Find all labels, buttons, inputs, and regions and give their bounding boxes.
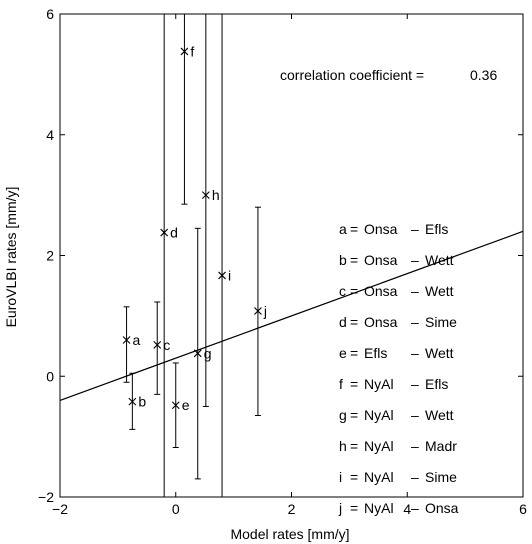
x-tick-label: 0 bbox=[172, 501, 180, 517]
data-point-g bbox=[193, 349, 202, 358]
legend-item-b: b = Onsa – Wett bbox=[339, 252, 454, 268]
correlation-label: correlation coefficient = bbox=[280, 67, 424, 83]
legend-station2: Sime bbox=[425, 314, 457, 330]
legend-station2: Madr bbox=[425, 438, 457, 454]
legend-equals: = bbox=[350, 345, 358, 361]
legend-key: a bbox=[339, 221, 347, 237]
legend-key: e bbox=[339, 345, 347, 361]
legend-dash: – bbox=[411, 221, 419, 237]
legend-dash: – bbox=[411, 438, 419, 454]
legend-station1: Onsa bbox=[364, 314, 398, 330]
x-tick-label: 4 bbox=[403, 501, 411, 517]
legend-equals: = bbox=[350, 314, 358, 330]
legend-station1: NyAl bbox=[364, 407, 394, 423]
legend-station2: Onsa bbox=[425, 500, 459, 516]
legend-dash: – bbox=[411, 345, 419, 361]
legend-equals: = bbox=[350, 221, 358, 237]
legend-dash: – bbox=[411, 469, 419, 485]
y-axis-label: EuroVLBI rates [mm/y] bbox=[3, 187, 19, 328]
legend-station1: Onsa bbox=[364, 252, 398, 268]
point-label-c: c bbox=[163, 337, 170, 353]
legend-dash: – bbox=[411, 500, 419, 516]
legend-item-h: h = NyAl – Madr bbox=[339, 438, 457, 454]
data-point-f bbox=[180, 47, 189, 56]
point-label-h: h bbox=[212, 187, 220, 203]
legend-dash: – bbox=[411, 283, 419, 299]
regression-line bbox=[59, 230, 524, 401]
legend-station1: Efls bbox=[364, 345, 387, 361]
legend-station1: NyAl bbox=[364, 469, 394, 485]
point-label-i: i bbox=[228, 267, 231, 283]
legend-station2: Efls bbox=[425, 376, 448, 392]
data-point-e bbox=[171, 401, 180, 410]
correlation-value: 0.36 bbox=[470, 67, 497, 83]
x-tick-label: 2 bbox=[288, 501, 296, 517]
x-axis-label: Model rates [mm/y] bbox=[230, 526, 349, 542]
legend-dash: – bbox=[411, 314, 419, 330]
legend-equals: = bbox=[350, 376, 358, 392]
legend-item-a: a = Onsa – Efls bbox=[339, 221, 448, 237]
legend-key: f bbox=[339, 376, 343, 392]
legend-item-j: j = NyAl – Onsa bbox=[338, 500, 459, 516]
x-tick-label: −2 bbox=[52, 501, 68, 517]
legend-key: c bbox=[339, 283, 346, 299]
legend-equals: = bbox=[350, 283, 358, 299]
legend-equals: = bbox=[350, 469, 358, 485]
plot-frame bbox=[59, 13, 524, 498]
y-tick-label: 6 bbox=[46, 6, 54, 22]
legend-station1: NyAl bbox=[364, 500, 394, 516]
point-label-f: f bbox=[190, 43, 194, 59]
legend-station2: Sime bbox=[425, 469, 457, 485]
y-tick-label: 4 bbox=[46, 127, 54, 143]
legend-station2: Wett bbox=[425, 252, 454, 268]
legend-key: g bbox=[339, 407, 347, 423]
y-tick-label: 0 bbox=[46, 368, 54, 384]
legend-station2: Efls bbox=[425, 221, 448, 237]
legend-equals: = bbox=[350, 407, 358, 423]
legend-key: d bbox=[339, 314, 347, 330]
point-label-g: g bbox=[204, 345, 212, 361]
legend-key: h bbox=[339, 438, 347, 454]
legend-station2: Wett bbox=[425, 345, 454, 361]
data-point-d bbox=[160, 228, 169, 237]
legend-equals: = bbox=[350, 500, 358, 516]
legend-item-c: c = Onsa – Wett bbox=[339, 283, 454, 299]
legend-dash: – bbox=[411, 407, 419, 423]
legend-station2: Wett bbox=[425, 283, 454, 299]
data-point-j bbox=[254, 307, 262, 315]
legend-station1: Onsa bbox=[364, 221, 398, 237]
legend-item-e: e = Efls – Wett bbox=[339, 345, 454, 361]
data-point-a bbox=[122, 336, 131, 344]
legend-key: b bbox=[339, 252, 347, 268]
legend-station2: Wett bbox=[425, 407, 454, 423]
data-point-i bbox=[218, 271, 226, 280]
y-tick-label: −2 bbox=[38, 489, 54, 505]
point-label-a: a bbox=[133, 332, 141, 348]
legend-station1: NyAl bbox=[364, 438, 394, 454]
point-label-j: j bbox=[263, 303, 267, 319]
plot-area bbox=[60, 14, 523, 497]
legend-item-f: f = NyAl – Efls bbox=[339, 376, 448, 392]
point-label-e: e bbox=[182, 397, 190, 413]
point-label-b: b bbox=[138, 394, 146, 410]
legend-dash: – bbox=[411, 252, 419, 268]
legend-station1: Onsa bbox=[364, 283, 398, 299]
legend-equals: = bbox=[350, 252, 358, 268]
legend-item-g: g = NyAl – Wett bbox=[339, 407, 454, 423]
legend-dash: – bbox=[411, 376, 419, 392]
data-point-c bbox=[153, 340, 162, 349]
point-label-d: d bbox=[170, 225, 178, 241]
legend-equals: = bbox=[350, 438, 358, 454]
legend-item-d: d = Onsa – Sime bbox=[339, 314, 457, 330]
legend-key: j bbox=[338, 500, 342, 516]
legend-station1: NyAl bbox=[364, 376, 394, 392]
legend-key: i bbox=[339, 469, 342, 485]
y-tick-label: 2 bbox=[46, 248, 54, 264]
data-point-b bbox=[128, 397, 137, 406]
legend-item-i: i = NyAl – Sime bbox=[339, 469, 457, 485]
data-point-h bbox=[201, 191, 210, 200]
x-tick-label: 6 bbox=[519, 501, 527, 517]
